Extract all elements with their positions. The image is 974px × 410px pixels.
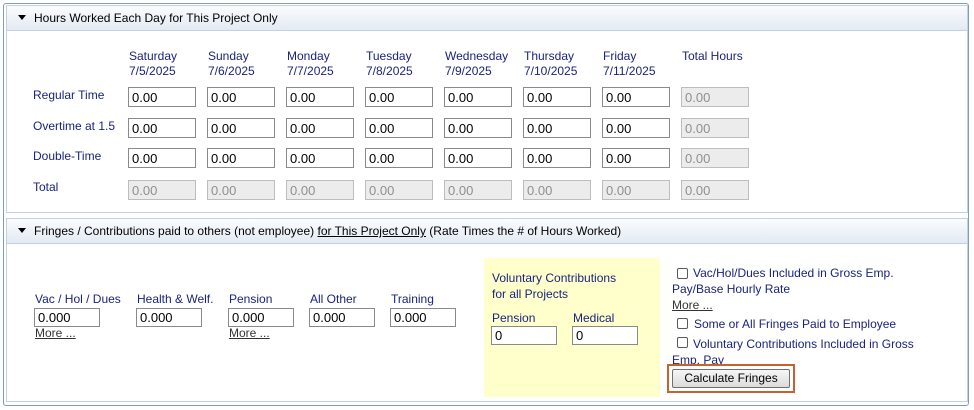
double-total-field <box>681 148 749 168</box>
regular-thu-input[interactable] <box>523 87 591 107</box>
training-input[interactable] <box>390 308 456 327</box>
row-label-double-time: Double-Time <box>33 149 102 163</box>
overtime-tue-input[interactable] <box>365 118 433 138</box>
total-fri-field <box>602 180 670 200</box>
vac-hol-dues-included-label: Vac/Hol/Dues Included in Gross Emp. Pay/… <box>672 266 894 296</box>
double-wed-input[interactable] <box>444 148 512 168</box>
overtime-thu-input[interactable] <box>523 118 591 138</box>
health-welfare-label: Health & Welf. <box>137 292 214 306</box>
total-mon-field <box>286 180 354 200</box>
fringes-paid-to-employee-checkbox[interactable] <box>677 318 688 329</box>
double-sun-input[interactable] <box>207 148 275 168</box>
fringes-paid-to-employee-label: Some or All Fringes Paid to Employee <box>694 317 897 331</box>
total-wed-field <box>444 180 512 200</box>
all-other-label: All Other <box>310 292 357 306</box>
pension-more-link[interactable]: More ... <box>229 326 270 340</box>
vac-hol-dues-label: Vac / Hol / Dues <box>35 292 121 306</box>
voluntary-medical-input[interactable] <box>572 326 638 345</box>
regular-sat-input[interactable] <box>128 87 196 107</box>
voluntary-pension-label: Pension <box>492 311 536 325</box>
day-header-saturday: Saturday 7/5/2025 <box>129 49 178 78</box>
voluntary-included-label: Voluntary Contributions Included in Gros… <box>672 337 914 364</box>
collapse-chevron-icon[interactable] <box>18 15 26 20</box>
overtime-sun-input[interactable] <box>207 118 275 138</box>
overtime-wed-input[interactable] <box>444 118 512 138</box>
row-label-overtime: Overtime at 1.5 <box>33 119 116 133</box>
voluntary-medical-label: Medical <box>573 311 615 325</box>
total-total-field <box>681 180 749 200</box>
regular-sun-input[interactable] <box>207 87 275 107</box>
calculate-fringes-button[interactable]: Calculate Fringes <box>672 369 790 388</box>
total-sat-field <box>128 180 196 200</box>
overtime-fri-input[interactable] <box>602 118 670 138</box>
regular-wed-input[interactable] <box>444 87 512 107</box>
day-header-sunday: Sunday 7/6/2025 <box>208 49 255 78</box>
hours-panel-header[interactable]: Hours Worked Each Day for This Project O… <box>7 6 967 31</box>
pension-input[interactable] <box>228 308 294 327</box>
row-label-total: Total <box>33 180 59 194</box>
overtime-total-field <box>681 118 749 138</box>
overtime-mon-input[interactable] <box>286 118 354 138</box>
voluntary-pension-input[interactable] <box>491 326 557 345</box>
vac-hol-dues-more-link[interactable]: More ... <box>35 326 76 340</box>
training-label: Training <box>391 292 434 306</box>
regular-total-field <box>681 87 749 107</box>
total-thu-field <box>523 180 591 200</box>
double-fri-input[interactable] <box>602 148 670 168</box>
voluntary-title: Voluntary Contributions for all Projects <box>492 271 617 301</box>
collapse-chevron-icon[interactable] <box>18 228 26 233</box>
hours-panel: Hours Worked Each Day for This Project O… <box>6 5 968 213</box>
day-header-tuesday: Tuesday 7/8/2025 <box>366 49 413 78</box>
total-tue-field <box>365 180 433 200</box>
voluntary-included-checkbox[interactable] <box>677 337 688 348</box>
double-tue-input[interactable] <box>365 148 433 168</box>
day-header-friday: Friday 7/11/2025 <box>603 49 656 78</box>
regular-mon-input[interactable] <box>286 87 354 107</box>
double-mon-input[interactable] <box>286 148 354 168</box>
fringes-panel: Fringes / Contributions paid to others (… <box>6 218 968 402</box>
regular-fri-input[interactable] <box>602 87 670 107</box>
double-sat-input[interactable] <box>128 148 196 168</box>
day-header-thursday: Thursday 7/10/2025 <box>524 49 578 78</box>
hours-panel-title: Hours Worked Each Day for This Project O… <box>34 11 278 25</box>
row-label-regular: Regular Time <box>33 88 105 102</box>
vac-hol-dues-included-checkbox[interactable] <box>677 268 688 279</box>
day-header-wednesday: Wednesday 7/9/2025 <box>445 49 509 78</box>
total-sun-field <box>207 180 275 200</box>
vac-hol-dues-included-more-link[interactable]: More ... <box>672 298 713 312</box>
double-thu-input[interactable] <box>523 148 591 168</box>
all-other-input[interactable] <box>309 308 375 327</box>
total-hours-header: Total Hours <box>682 49 743 63</box>
health-welfare-input[interactable] <box>136 308 202 327</box>
fringes-panel-header[interactable]: Fringes / Contributions paid to others (… <box>7 219 967 244</box>
regular-tue-input[interactable] <box>365 87 433 107</box>
calculate-fringes-highlight: Calculate Fringes <box>667 364 795 393</box>
pension-label: Pension <box>229 292 273 306</box>
form-frame <box>3 3 969 406</box>
overtime-sat-input[interactable] <box>128 118 196 138</box>
voluntary-contributions-box: Voluntary Contributions for all Projects… <box>484 258 660 397</box>
fringes-panel-title: Fringes / Contributions paid to others (… <box>34 224 622 238</box>
vac-hol-dues-input[interactable] <box>34 308 100 327</box>
day-header-monday: Monday 7/7/2025 <box>287 49 334 78</box>
